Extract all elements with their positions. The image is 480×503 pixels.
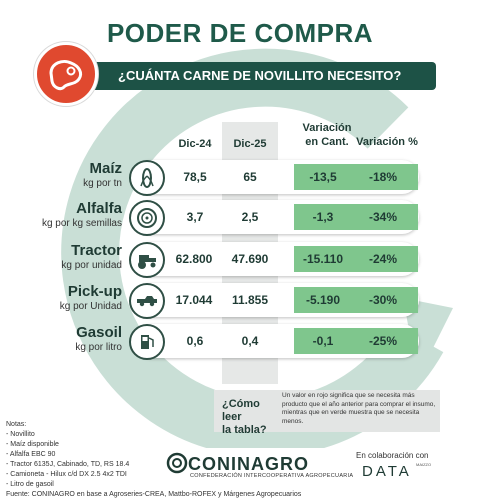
note-line: Notas: bbox=[6, 421, 27, 428]
cell-var-pct: -30% bbox=[368, 293, 397, 307]
note-line: - Maíz disponible bbox=[6, 441, 59, 448]
cell-dic25: 65 bbox=[243, 170, 257, 184]
how-to-read-text: Un valor en rojo significa que se necesi… bbox=[282, 392, 436, 425]
cell-var-pct: -24% bbox=[368, 252, 397, 266]
header-dic25: Dic-25 bbox=[233, 138, 267, 150]
cell-var-cant: -5.190 bbox=[305, 293, 341, 307]
row-label: Alfalfa bbox=[76, 200, 122, 217]
row-label: Tractor bbox=[71, 242, 122, 259]
note-line: - Camioneta - Hilux c/d DX 2.5 4x2 TDI bbox=[6, 471, 127, 478]
coninagro-subtitle: CONFEDERACIÓN INTERCOOPERATIVA AGROPECUA… bbox=[190, 473, 354, 479]
row-label: Gasoil bbox=[76, 324, 122, 341]
cell-var-cant: -1,3 bbox=[312, 210, 334, 224]
question-text: ¿CUÁNTA CARNE DE NOVILLITO NECESITO? bbox=[118, 68, 402, 83]
note-line: - Alfalfa EBC 90 bbox=[6, 451, 56, 458]
cell-var-cant: -0,1 bbox=[312, 334, 334, 348]
meat-logo-icon bbox=[34, 42, 98, 106]
cell-dic25: 2,5 bbox=[241, 210, 259, 224]
cell-var-cant: -13,5 bbox=[309, 170, 337, 184]
row-unit: kg por litro bbox=[75, 342, 122, 353]
header-dic24: Dic-24 bbox=[178, 138, 212, 150]
note-source: Fuente: CONINAGRO en base a Agroseries-C… bbox=[6, 491, 302, 498]
tractor-icon bbox=[129, 242, 165, 278]
cell-dic24: 0,6 bbox=[186, 334, 204, 348]
header-var-cant-line1: Variación bbox=[302, 122, 352, 134]
cell-dic25: 11.855 bbox=[231, 293, 269, 307]
cell-var-pct: -34% bbox=[368, 210, 397, 224]
row-unit: kg por tn bbox=[83, 178, 122, 189]
note-line: - Novillito bbox=[6, 431, 35, 438]
collab-label: En colaboración con bbox=[356, 451, 429, 460]
cell-dic25: 47.690 bbox=[231, 252, 269, 266]
coninagro-logo-icon bbox=[166, 452, 188, 474]
how-to-read-box bbox=[214, 390, 440, 432]
cell-dic24: 17.044 bbox=[175, 293, 213, 307]
var-green-cell bbox=[294, 164, 418, 190]
data-partner-sub: MAIZZO bbox=[416, 462, 432, 467]
var-green-cell bbox=[294, 246, 418, 272]
pickup-truck-icon bbox=[129, 283, 165, 319]
var-green-cell bbox=[294, 287, 418, 313]
header-var-pct: Variación % bbox=[356, 136, 418, 148]
row-label: Pick-up bbox=[67, 283, 122, 300]
cell-var-pct: -18% bbox=[368, 170, 397, 184]
cell-dic25: 0,4 bbox=[241, 334, 259, 348]
cell-dic24: 3,7 bbox=[186, 210, 204, 224]
fuel-pump-icon bbox=[129, 324, 165, 360]
page-title: PODER DE COMPRA bbox=[106, 18, 374, 48]
how-to-read-q1: ¿Cómo leer bbox=[222, 398, 260, 423]
how-to-read-question: ¿Cómo leer la tabla? bbox=[222, 398, 274, 437]
row-unit: kg por Unidad bbox=[59, 301, 122, 312]
row-unit: kg por unidad bbox=[61, 260, 122, 271]
var-green-cell bbox=[294, 204, 418, 230]
row-unit: kg por kg semillas bbox=[41, 218, 122, 229]
corn-icon bbox=[129, 160, 165, 196]
how-to-read-q2: la tabla? bbox=[222, 424, 267, 436]
row-label: Maíz bbox=[89, 160, 122, 177]
cell-var-cant: -15.110 bbox=[302, 252, 344, 266]
cell-var-pct: -25% bbox=[368, 334, 397, 348]
var-green-cell bbox=[294, 328, 418, 354]
note-line: - Litro de gasoil bbox=[6, 481, 54, 488]
cell-dic24: 78,5 bbox=[183, 170, 207, 184]
cell-dic24: 62.800 bbox=[175, 252, 213, 266]
header-var-cant-line2: en Cant. bbox=[305, 136, 349, 148]
hay-bale-icon bbox=[129, 200, 165, 236]
data-partner-logo: DATA bbox=[362, 463, 412, 480]
note-line: - Tractor 6135J, Cabinado, TD, RS 18.4 bbox=[6, 461, 130, 468]
question-banner bbox=[88, 62, 436, 90]
coninagro-brand: CONINAGRO bbox=[188, 454, 309, 474]
notes: Notas: - Novillito - Maíz disponible - A… bbox=[6, 420, 301, 500]
